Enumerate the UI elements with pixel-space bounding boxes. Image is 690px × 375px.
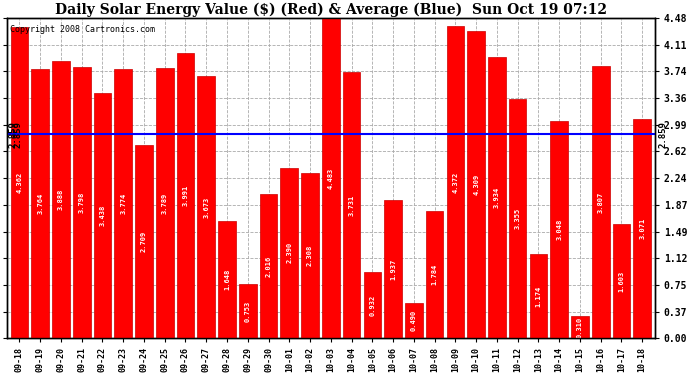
Text: 0.490: 0.490 <box>411 310 417 332</box>
Bar <box>322 18 339 338</box>
Text: 3.774: 3.774 <box>120 193 126 214</box>
Text: 3.798: 3.798 <box>79 192 85 213</box>
Bar <box>197 76 215 338</box>
Bar <box>633 119 651 338</box>
Text: 3.438: 3.438 <box>99 205 106 226</box>
Text: 4.362: 4.362 <box>17 172 22 193</box>
Bar <box>509 99 526 338</box>
Text: 1.648: 1.648 <box>224 269 230 290</box>
Bar <box>302 173 319 338</box>
Bar <box>31 69 49 338</box>
Text: 3.807: 3.807 <box>598 192 604 213</box>
Bar <box>571 316 589 338</box>
Text: 4.483: 4.483 <box>328 168 334 189</box>
Text: 4.372: 4.372 <box>453 171 458 193</box>
Bar <box>384 200 402 338</box>
Text: 2.390: 2.390 <box>286 242 293 264</box>
Text: 2.859: 2.859 <box>658 121 667 147</box>
Text: 3.764: 3.764 <box>37 193 43 214</box>
Text: 3.355: 3.355 <box>515 208 521 229</box>
Bar <box>73 67 90 338</box>
Text: 1.174: 1.174 <box>535 286 542 307</box>
Text: 3.673: 3.673 <box>204 196 209 218</box>
Bar <box>218 220 236 338</box>
Text: 2.859: 2.859 <box>14 121 23 147</box>
Text: 3.789: 3.789 <box>161 192 168 213</box>
Bar <box>613 224 630 338</box>
Bar <box>156 68 174 338</box>
Bar <box>364 272 381 338</box>
Text: 3.888: 3.888 <box>58 189 64 210</box>
Text: 1.784: 1.784 <box>432 264 437 285</box>
Text: 2.308: 2.308 <box>307 245 313 266</box>
Text: 1.603: 1.603 <box>618 270 624 292</box>
Text: Copyright 2008 Cartronics.com: Copyright 2008 Cartronics.com <box>10 25 155 34</box>
Bar <box>426 211 444 338</box>
Text: 2.016: 2.016 <box>266 256 272 277</box>
Bar <box>405 303 423 338</box>
Bar <box>52 61 70 338</box>
Bar <box>467 30 485 338</box>
Bar <box>280 168 298 338</box>
Text: 0.932: 0.932 <box>369 294 375 315</box>
Bar <box>551 121 568 338</box>
Text: 2.709: 2.709 <box>141 231 147 252</box>
Bar <box>259 194 277 338</box>
Text: 3.934: 3.934 <box>494 187 500 209</box>
Bar <box>530 254 547 338</box>
Bar <box>115 69 132 338</box>
Text: 0.753: 0.753 <box>245 301 250 322</box>
Text: 3.048: 3.048 <box>556 219 562 240</box>
Text: 0.310: 0.310 <box>577 316 583 338</box>
Text: 4.309: 4.309 <box>473 174 479 195</box>
Bar <box>239 284 257 338</box>
Text: 3.071: 3.071 <box>639 218 645 239</box>
Bar <box>446 26 464 338</box>
Bar <box>135 145 152 338</box>
Text: 2.859: 2.859 <box>9 121 18 147</box>
Bar <box>94 93 111 338</box>
Text: 1.937: 1.937 <box>390 258 396 280</box>
Title: Daily Solar Energy Value ($) (Red) & Average (Blue)  Sun Oct 19 07:12: Daily Solar Energy Value ($) (Red) & Ave… <box>55 3 607 17</box>
Bar <box>592 66 609 338</box>
Bar <box>10 27 28 338</box>
Bar <box>177 53 195 338</box>
Text: 3.731: 3.731 <box>348 194 355 216</box>
Bar <box>488 57 506 338</box>
Text: 3.991: 3.991 <box>182 185 188 206</box>
Bar <box>343 72 360 338</box>
